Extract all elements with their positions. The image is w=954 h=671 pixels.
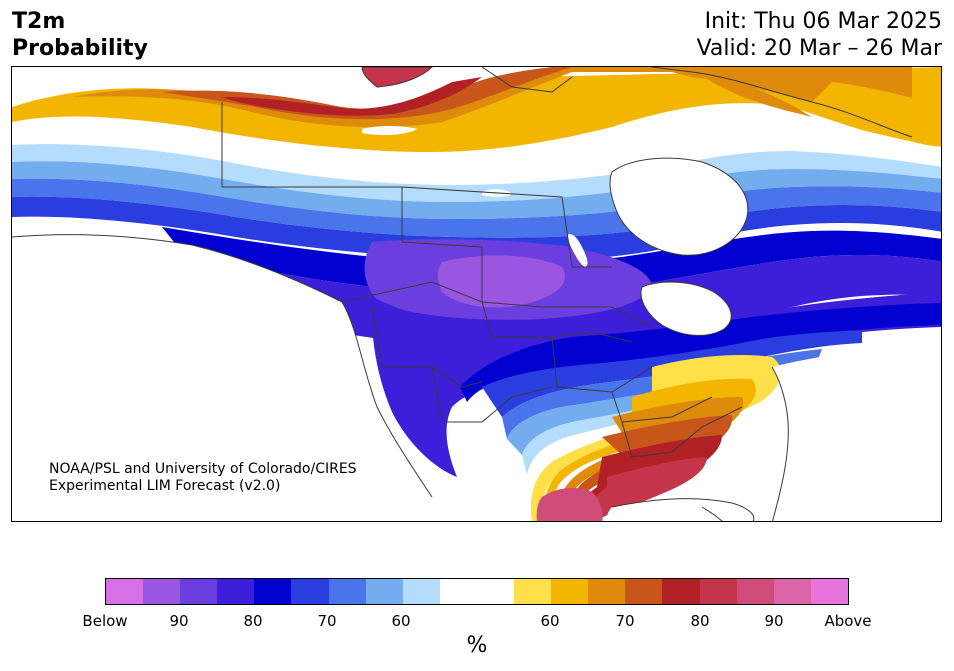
- probability-map: [11, 66, 942, 522]
- warm-core-red: [222, 77, 482, 116]
- colorbar-segment-14: [625, 579, 663, 604]
- colorbar-segment-8: [402, 579, 440, 604]
- forecast-dates: Init: Thu 06 Mar 2025 Valid: 20 Mar – 26…: [697, 8, 942, 62]
- colorbar-segment-15: [662, 579, 700, 604]
- colorbar-segment-16: [699, 579, 737, 604]
- arctic-top-red: [362, 67, 432, 87]
- colorbar-segment-18: [773, 579, 811, 604]
- credit-text: NOAA/PSL and University of Colorado/CIRE…: [49, 461, 357, 495]
- blue-band-1: [12, 161, 941, 219]
- credit-line-2: Experimental LIM Forecast (v2.0): [49, 478, 281, 494]
- texas-pink: [536, 487, 603, 521]
- tick-70-above: 70: [615, 612, 635, 630]
- colorbar-segment-10: [476, 579, 515, 604]
- tick-60-below: 60: [391, 612, 411, 630]
- gulf-of-mexico: [606, 498, 754, 521]
- warm-band-arctic-inner: [72, 67, 812, 128]
- colorbar-unit: %: [466, 633, 488, 658]
- colorbar-segment-9: [439, 579, 477, 604]
- tick-70-below: 70: [317, 612, 337, 630]
- probability-colorbar: [105, 578, 849, 605]
- pacific-ocean: [12, 234, 442, 521]
- blue-band-2: [12, 178, 941, 238]
- great-bear-lake: [362, 126, 417, 136]
- violet-core: [437, 255, 566, 308]
- tick-above: Above: [824, 612, 872, 630]
- init-date: Init: Thu 06 Mar 2025: [704, 9, 942, 34]
- colorbar-segment-2: [180, 579, 218, 604]
- map-canvas: [12, 67, 941, 521]
- colorbar-segment-17: [736, 579, 774, 604]
- colorbar-segment-11: [514, 579, 552, 604]
- neutral-band-north: [12, 111, 941, 185]
- title-variable: T2m: [12, 9, 66, 34]
- colorbar-segment-12: [551, 579, 589, 604]
- great-lakes: [641, 282, 732, 336]
- colorbar-segment-5: [291, 579, 329, 604]
- east-blue-2: [482, 331, 862, 417]
- tick-below: Below: [82, 612, 128, 630]
- southeast-crimson: [582, 457, 707, 521]
- greenland-gold: [812, 82, 941, 142]
- tick-80-above: 80: [690, 612, 710, 630]
- tick-60-above: 60: [540, 612, 560, 630]
- colorbar-segment-6: [328, 579, 366, 604]
- colorbar-segment-1: [143, 579, 181, 604]
- boundary-lines: [12, 67, 913, 521]
- tick-80-below: 80: [243, 612, 263, 630]
- colorbar-segment-13: [588, 579, 626, 604]
- colorbar-segment-7: [365, 579, 403, 604]
- tick-90-above: 90: [764, 612, 784, 630]
- east-blue-band: [460, 303, 941, 402]
- light-blue-band: [12, 144, 941, 202]
- hudson-bay: [609, 158, 748, 256]
- atlantic-ocean: [772, 345, 941, 521]
- colorbar-segment-19: [810, 579, 848, 604]
- blue-band-4: [162, 227, 941, 294]
- credit-line-1: NOAA/PSL and University of Colorado/CIRE…: [49, 461, 357, 477]
- colorbar-segment-3: [217, 579, 255, 604]
- colorbar-segment-4: [254, 579, 292, 604]
- title-type: Probability: [12, 36, 148, 61]
- map-title: T2m Probability: [12, 8, 148, 62]
- tick-90-below: 90: [169, 612, 189, 630]
- valid-range: Valid: 20 Mar – 26 Mar: [696, 36, 942, 61]
- lake-winnipeg: [567, 234, 588, 267]
- colorbar-segment-0: [106, 579, 144, 604]
